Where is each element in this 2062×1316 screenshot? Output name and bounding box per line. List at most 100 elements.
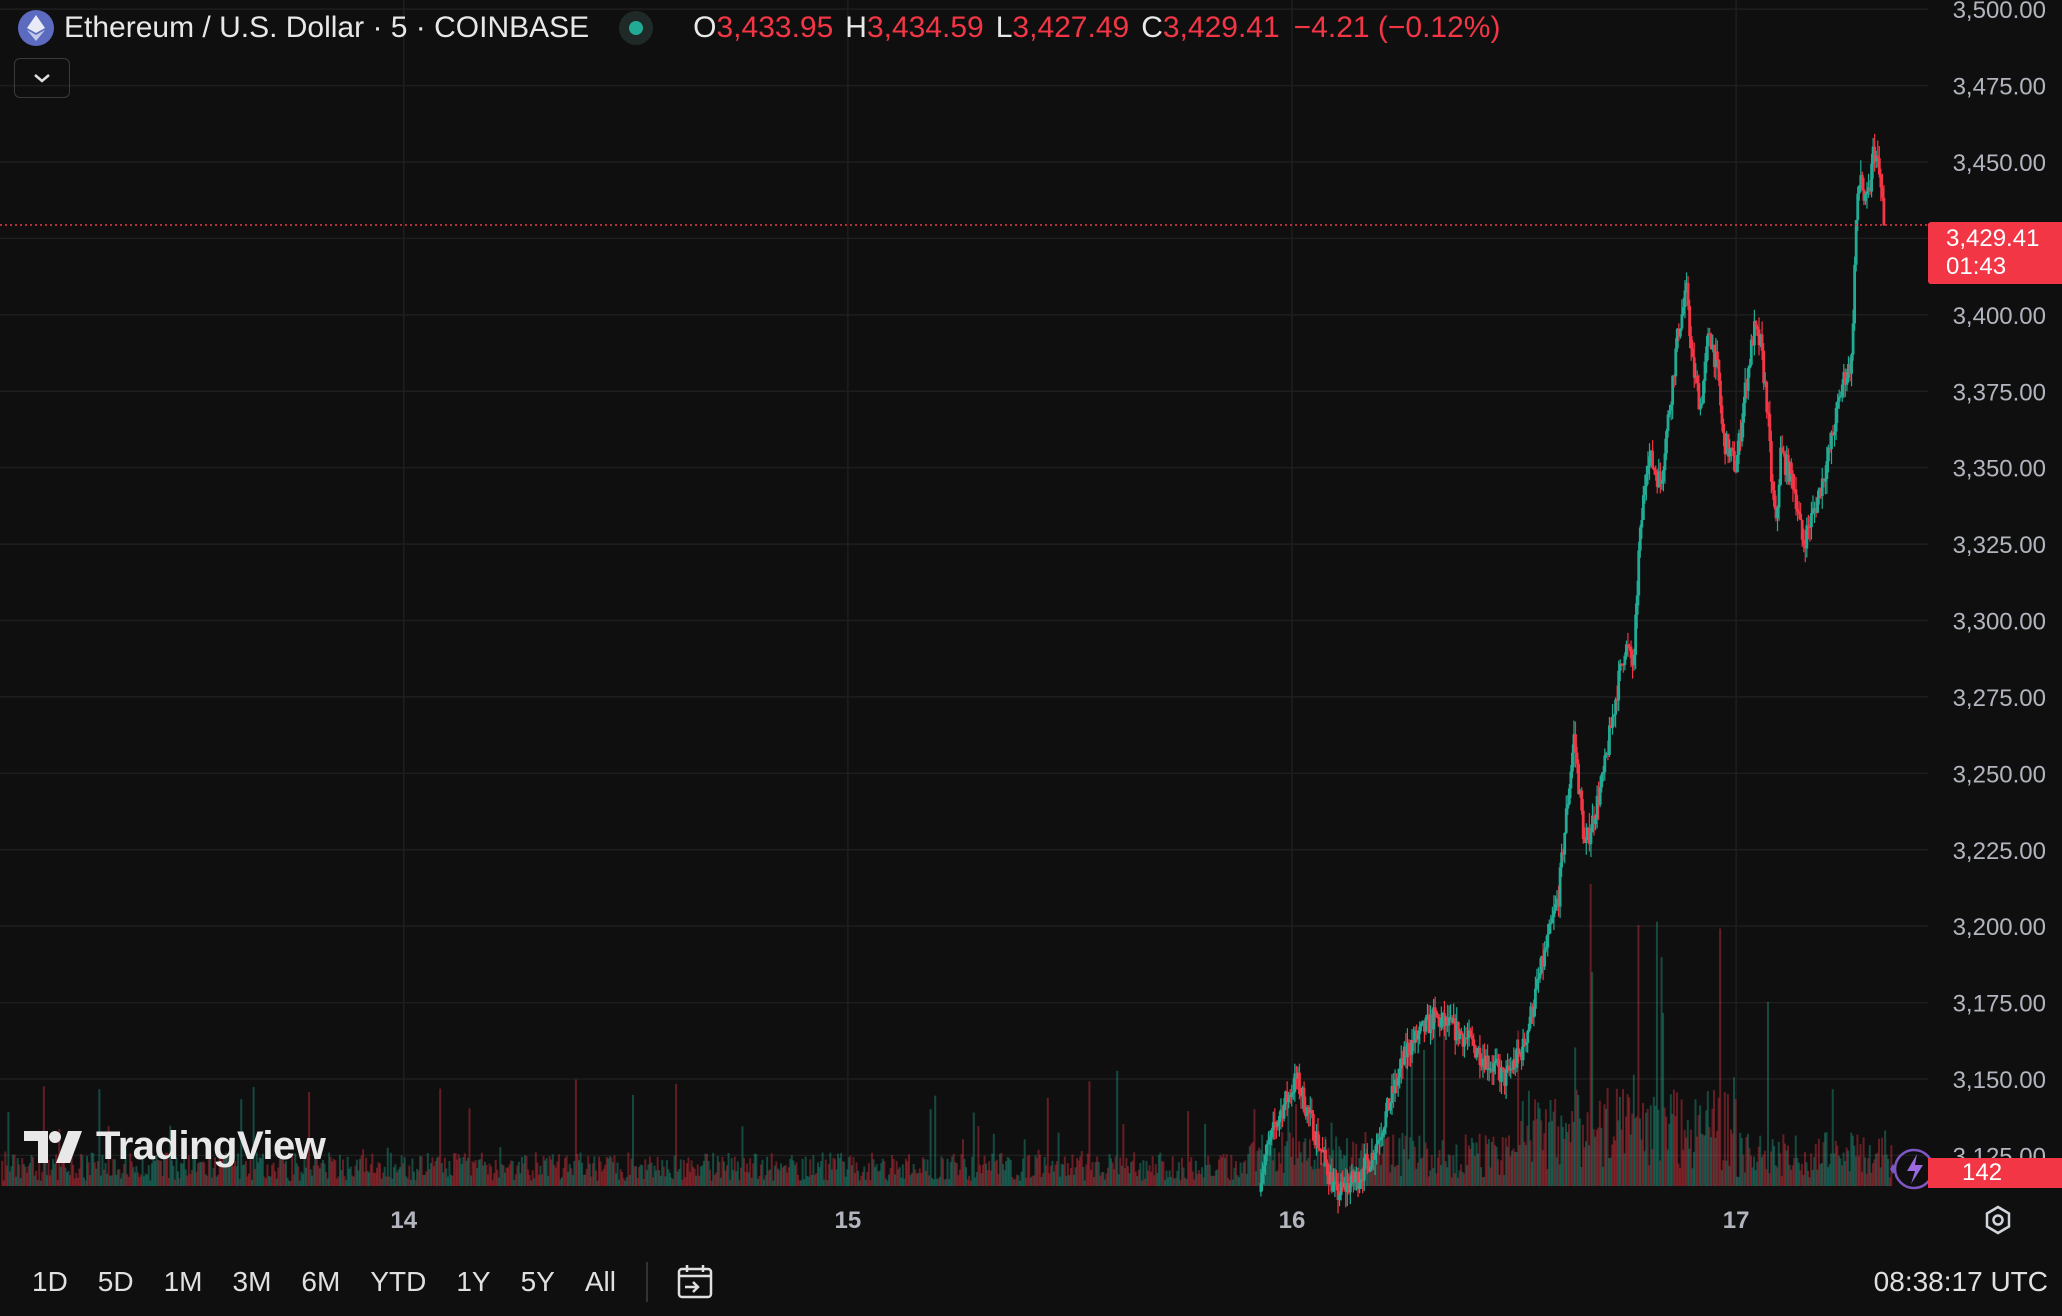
- volume-bar: [1433, 1016, 1436, 1186]
- candle-body: [1834, 408, 1838, 432]
- candle-body: [1426, 1014, 1429, 1018]
- collapse-legend-button[interactable]: [14, 58, 70, 98]
- candle-body: [1447, 1017, 1451, 1026]
- volume-bars: [1, 883, 1893, 1186]
- volume-bar: [1407, 1159, 1410, 1186]
- market-status-icon[interactable]: [619, 11, 654, 45]
- volume-bar: [898, 1167, 901, 1186]
- volume-bar: [1234, 1161, 1237, 1186]
- volume-bar: [1879, 1167, 1882, 1186]
- volume-bar: [1196, 1173, 1199, 1186]
- volume-bar: [1110, 1158, 1113, 1186]
- volume-bar: [1495, 1146, 1498, 1186]
- volume-bar: [989, 1170, 992, 1186]
- volume-bar: [1170, 1177, 1173, 1186]
- candle-body: [1554, 904, 1557, 911]
- volume-bar: [1605, 1108, 1608, 1186]
- go-to-date-button[interactable]: [676, 1263, 714, 1301]
- volume-bar: [197, 1163, 200, 1186]
- volume-bar: [479, 1159, 482, 1186]
- volume-bar: [258, 1157, 261, 1186]
- candle-body: [1563, 832, 1567, 855]
- volume-bar: [1615, 1088, 1618, 1186]
- volume-bar: [1771, 1139, 1774, 1186]
- candle-body: [1530, 1006, 1534, 1018]
- candle-body: [1732, 450, 1736, 471]
- volume-bar: [914, 1169, 917, 1186]
- volume-bar: [1842, 1152, 1845, 1186]
- volume-bar: [724, 1170, 727, 1186]
- volume-bar: [736, 1161, 739, 1186]
- volume-bar: [960, 1154, 963, 1186]
- volume-bar: [835, 1169, 838, 1186]
- volume-bar: [1773, 1146, 1776, 1186]
- chart-settings-button[interactable]: [1982, 1204, 2014, 1241]
- volume-bar: [1731, 1133, 1734, 1186]
- volume-bar: [1182, 1167, 1185, 1186]
- volume-bar: [650, 1162, 653, 1186]
- candle-body: [1436, 1016, 1440, 1019]
- volume-bar: [1179, 1180, 1182, 1186]
- volume-bar: [1785, 1150, 1788, 1186]
- volume-bar: [1339, 1150, 1342, 1186]
- volume-bar: [1503, 1175, 1506, 1186]
- candle-body: [1788, 462, 1792, 482]
- volume-bar: [363, 1171, 366, 1186]
- volume-bar: [783, 1166, 786, 1186]
- volume-bar: [1, 1160, 4, 1186]
- candle-body: [1870, 163, 1873, 192]
- range-button-all[interactable]: All: [584, 1266, 616, 1297]
- volume-bar: [5, 1165, 8, 1186]
- volume-bar: [619, 1169, 622, 1186]
- volume-bar: [559, 1179, 562, 1186]
- range-button-6m[interactable]: 6M: [301, 1266, 341, 1297]
- candle-body: [1808, 526, 1812, 528]
- range-button-5y[interactable]: 5Y: [520, 1266, 555, 1297]
- volume-bar: [958, 1169, 961, 1186]
- high-label: H: [845, 11, 867, 44]
- tradingview-logo[interactable]: TradingView: [24, 1124, 326, 1169]
- range-button-5d[interactable]: 5D: [97, 1266, 134, 1297]
- volume-bar: [1023, 1139, 1026, 1186]
- volume-bar: [1634, 1118, 1637, 1186]
- candle-body: [1706, 333, 1710, 347]
- volume-bar: [1555, 1157, 1558, 1186]
- volume-bar: [47, 1159, 50, 1186]
- volume-bar: [423, 1174, 426, 1186]
- volume-bar: [519, 1173, 522, 1186]
- candle-body: [1464, 1037, 1468, 1040]
- volume-bar: [1299, 1152, 1302, 1186]
- volume-bar: [1600, 1127, 1603, 1186]
- volume-bar: [508, 1164, 511, 1186]
- volume-bar: [631, 1094, 634, 1186]
- volume-bar: [328, 1152, 331, 1186]
- volume-bar: [1267, 1133, 1270, 1186]
- range-button-ytd[interactable]: YTD: [370, 1266, 427, 1297]
- volume-bar: [1048, 1173, 1051, 1186]
- range-button-3m[interactable]: 3M: [232, 1266, 272, 1297]
- range-button-1m[interactable]: 1M: [163, 1266, 203, 1297]
- volume-bar: [1114, 1156, 1117, 1186]
- volume-bar: [1588, 1145, 1591, 1186]
- candle-body: [1503, 1068, 1506, 1086]
- candle-body: [1850, 354, 1853, 374]
- volume-bar: [1854, 1156, 1857, 1186]
- volume-bar: [408, 1165, 411, 1186]
- candle-body: [1307, 1107, 1311, 1113]
- range-button-1y[interactable]: 1Y: [456, 1266, 491, 1297]
- volume-bar: [1418, 1135, 1421, 1186]
- volume-bar: [729, 1179, 732, 1186]
- range-button-1d[interactable]: 1D: [32, 1266, 68, 1297]
- volume-bar: [1736, 1176, 1739, 1186]
- volume-bar: [1779, 1153, 1782, 1186]
- symbol-title[interactable]: Ethereum / U.S. Dollar · 5 · COINBASE: [64, 11, 590, 44]
- volume-bar: [946, 1158, 949, 1186]
- volume-bar: [349, 1166, 352, 1186]
- volume-bar: [889, 1168, 892, 1186]
- volume-bar: [183, 1156, 186, 1186]
- volume-bar: [1457, 1177, 1460, 1186]
- utc-clock[interactable]: 08:38:17 UTC: [1873, 1266, 2048, 1297]
- candle-body: [1751, 339, 1755, 346]
- volume-bar: [284, 1160, 287, 1186]
